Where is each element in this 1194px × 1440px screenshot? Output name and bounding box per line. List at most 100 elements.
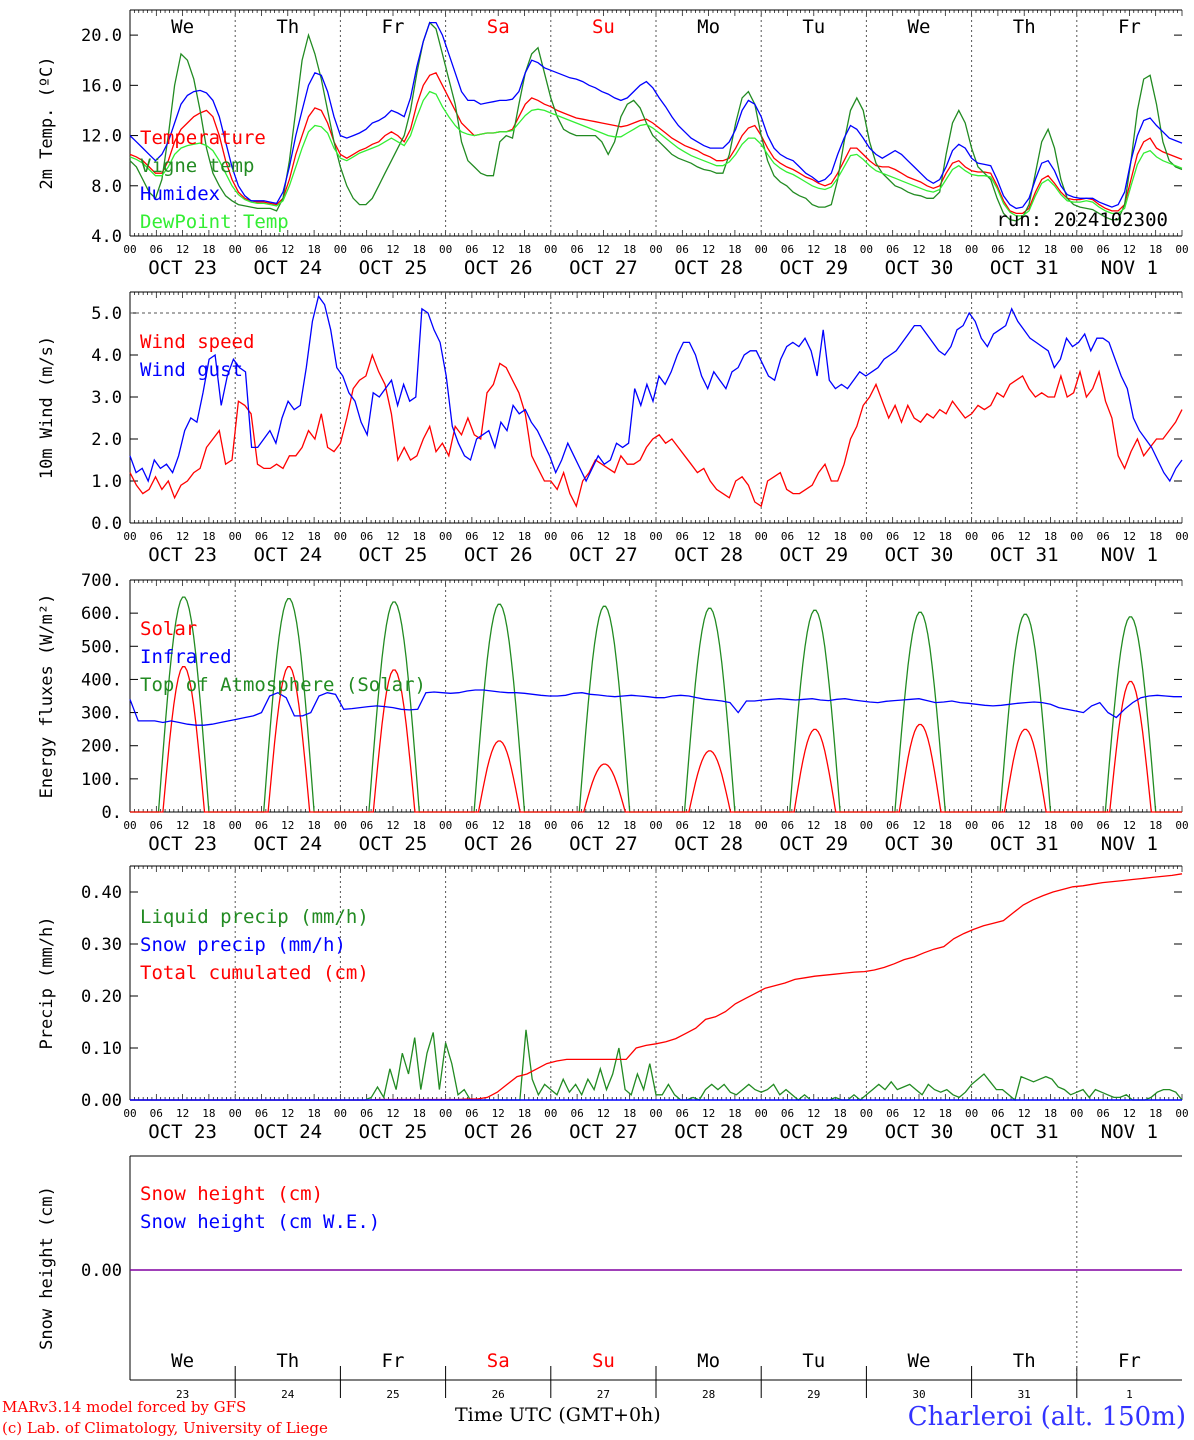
hour-tick-label: 06 [886,243,899,256]
hour-tick-label: 18 [202,530,215,543]
y-tick-label: 0.20 [81,987,122,1007]
hour-tick-label: 18 [307,530,320,543]
hour-tick-label: 00 [439,1107,452,1120]
hour-tick-label: 18 [1044,819,1057,832]
hour-tick-label: 12 [176,530,189,543]
weekday-label: Mo [697,1350,720,1372]
day-label: OCT 30 [885,1121,954,1143]
legend-entry: Wind gust [140,359,243,381]
hour-tick-label: 00 [965,1107,978,1120]
y-tick-label: 5.0 [91,304,122,324]
hour-tick-label: 18 [1044,243,1057,256]
hour-tick-label: 06 [255,530,268,543]
series-line [129,21,1183,222]
hour-tick-label: 12 [807,243,820,256]
hour-tick-label: 12 [386,243,399,256]
hour-tick-label: 00 [1070,819,1083,832]
hour-tick-label: 12 [281,243,294,256]
hour-tick-label: 18 [307,819,320,832]
hour-tick-label: 00 [649,243,662,256]
hour-tick-label: 18 [1149,530,1162,543]
hour-tick-label: 06 [991,1107,1004,1120]
day-number: 26 [492,1388,505,1401]
day-label: OCT 23 [148,1121,217,1143]
legend-entry: Liquid precip (mm/h) [140,906,369,928]
hour-tick-label: 00 [544,1107,557,1120]
y-axis-label: Energy fluxes (W/m²) [37,594,57,799]
hour-tick-label: 18 [413,819,426,832]
day-label: OCT 26 [464,257,533,279]
hour-tick-label: 18 [307,243,320,256]
legend-entry: DewPoint Temp [140,211,289,233]
hour-tick-label: 00 [1175,243,1188,256]
hour-tick-label: 06 [886,1107,899,1120]
day-label: OCT 28 [674,257,743,279]
y-axis-label: Precip (mm/h) [37,916,57,1049]
hour-tick-label: 12 [807,1107,820,1120]
hour-tick-label: 00 [1070,530,1083,543]
day-number: 1 [1126,1388,1133,1401]
hour-tick-label: 12 [702,530,715,543]
hour-tick-label: 00 [1175,530,1188,543]
day-number: 28 [702,1388,715,1401]
weekday-label: Mo [697,16,720,38]
day-number: 30 [912,1388,925,1401]
hour-tick-label: 06 [255,243,268,256]
day-label: OCT 31 [990,833,1059,855]
run-annotation: run: 2024102300 [996,209,1168,231]
hour-tick-label: 00 [1175,1107,1188,1120]
hour-tick-label: 12 [702,1107,715,1120]
legend-entry: Top of Atmosphere (Solar) [140,674,426,696]
day-label: OCT 26 [464,544,533,566]
hour-tick-label: 18 [833,243,846,256]
hour-tick-label: 06 [676,1107,689,1120]
hour-tick-label: 12 [912,819,925,832]
hour-tick-label: 06 [676,530,689,543]
station-name: Charleroi (alt. 150m) [907,1402,1186,1432]
hour-tick-label: 06 [150,1107,163,1120]
hour-tick-label: 12 [702,819,715,832]
y-tick-label: 400. [81,670,122,690]
day-label: OCT 23 [148,833,217,855]
hour-tick-label: 12 [281,530,294,543]
y-tick-label: 100. [81,770,122,790]
hour-tick-label: 12 [807,819,820,832]
legend-entry: Total cumulated (cm) [140,962,369,984]
hour-tick-label: 00 [544,819,557,832]
weekday-label: Su [592,1350,615,1372]
y-tick-label: 0.0 [91,514,122,534]
hour-tick-label: 06 [676,243,689,256]
series-line [129,352,1183,509]
weekday-label: Tu [802,1350,825,1372]
day-label: NOV 1 [1101,1121,1158,1143]
hour-tick-label: 06 [991,243,1004,256]
series-line [129,21,1183,210]
hour-tick-label: 00 [860,243,873,256]
day-label: OCT 25 [359,544,428,566]
hour-tick-label: 00 [860,819,873,832]
weekday-label: Fr [1118,16,1141,38]
hour-tick-label: 12 [492,1107,505,1120]
hour-tick-label: 00 [229,1107,242,1120]
y-tick-label: 16.0 [81,76,122,96]
hour-tick-label: 06 [465,243,478,256]
hour-tick-label: 00 [439,530,452,543]
hour-tick-label: 00 [544,530,557,543]
hour-tick-label: 18 [518,819,531,832]
day-label: OCT 27 [569,257,638,279]
hour-tick-label: 00 [860,530,873,543]
hour-tick-label: 12 [1018,243,1031,256]
hour-tick-label: 18 [1044,530,1057,543]
hour-tick-label: 18 [623,819,636,832]
hour-tick-label: 18 [518,530,531,543]
y-tick-label: 0.30 [81,935,122,955]
y-axis-label: 2m Temp. (ºC) [37,56,57,189]
y-tick-label: 2.0 [91,430,122,450]
legend-entry: Temperature [140,127,266,149]
hour-tick-label: 00 [334,1107,347,1120]
day-number: 29 [807,1388,820,1401]
day-label: OCT 29 [779,1121,848,1143]
day-label: OCT 26 [464,833,533,855]
hour-tick-label: 00 [334,243,347,256]
